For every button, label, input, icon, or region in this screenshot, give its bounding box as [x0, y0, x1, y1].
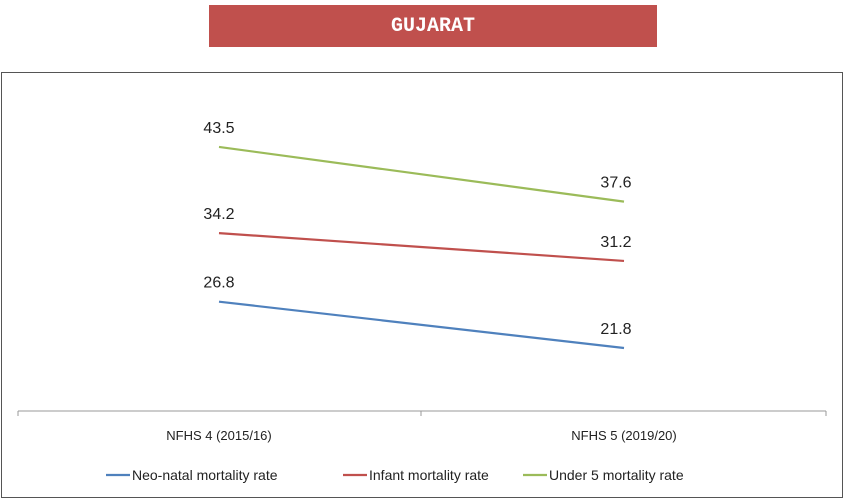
x-tick-label: NFHS 5 (2019/20) — [571, 428, 677, 443]
data-label: 26.8 — [203, 275, 234, 292]
series-line — [218, 145, 625, 203]
legend-label: Infant mortality rate — [369, 467, 489, 483]
legend-label: Under 5 mortality rate — [549, 467, 684, 483]
legend-label: Neo-natal mortality rate — [132, 467, 278, 483]
series-line — [218, 232, 625, 263]
x-tick-label: NFHS 4 (2015/16) — [166, 428, 272, 443]
chart-title: GUJARAT — [209, 5, 657, 47]
chart-frame — [1, 72, 843, 498]
data-label: 34.2 — [203, 206, 234, 223]
data-label: 21.8 — [600, 321, 631, 338]
data-label: 37.6 — [600, 175, 631, 192]
data-label: 43.5 — [203, 120, 234, 137]
data-label: 31.2 — [600, 234, 631, 251]
series-line — [218, 300, 625, 350]
